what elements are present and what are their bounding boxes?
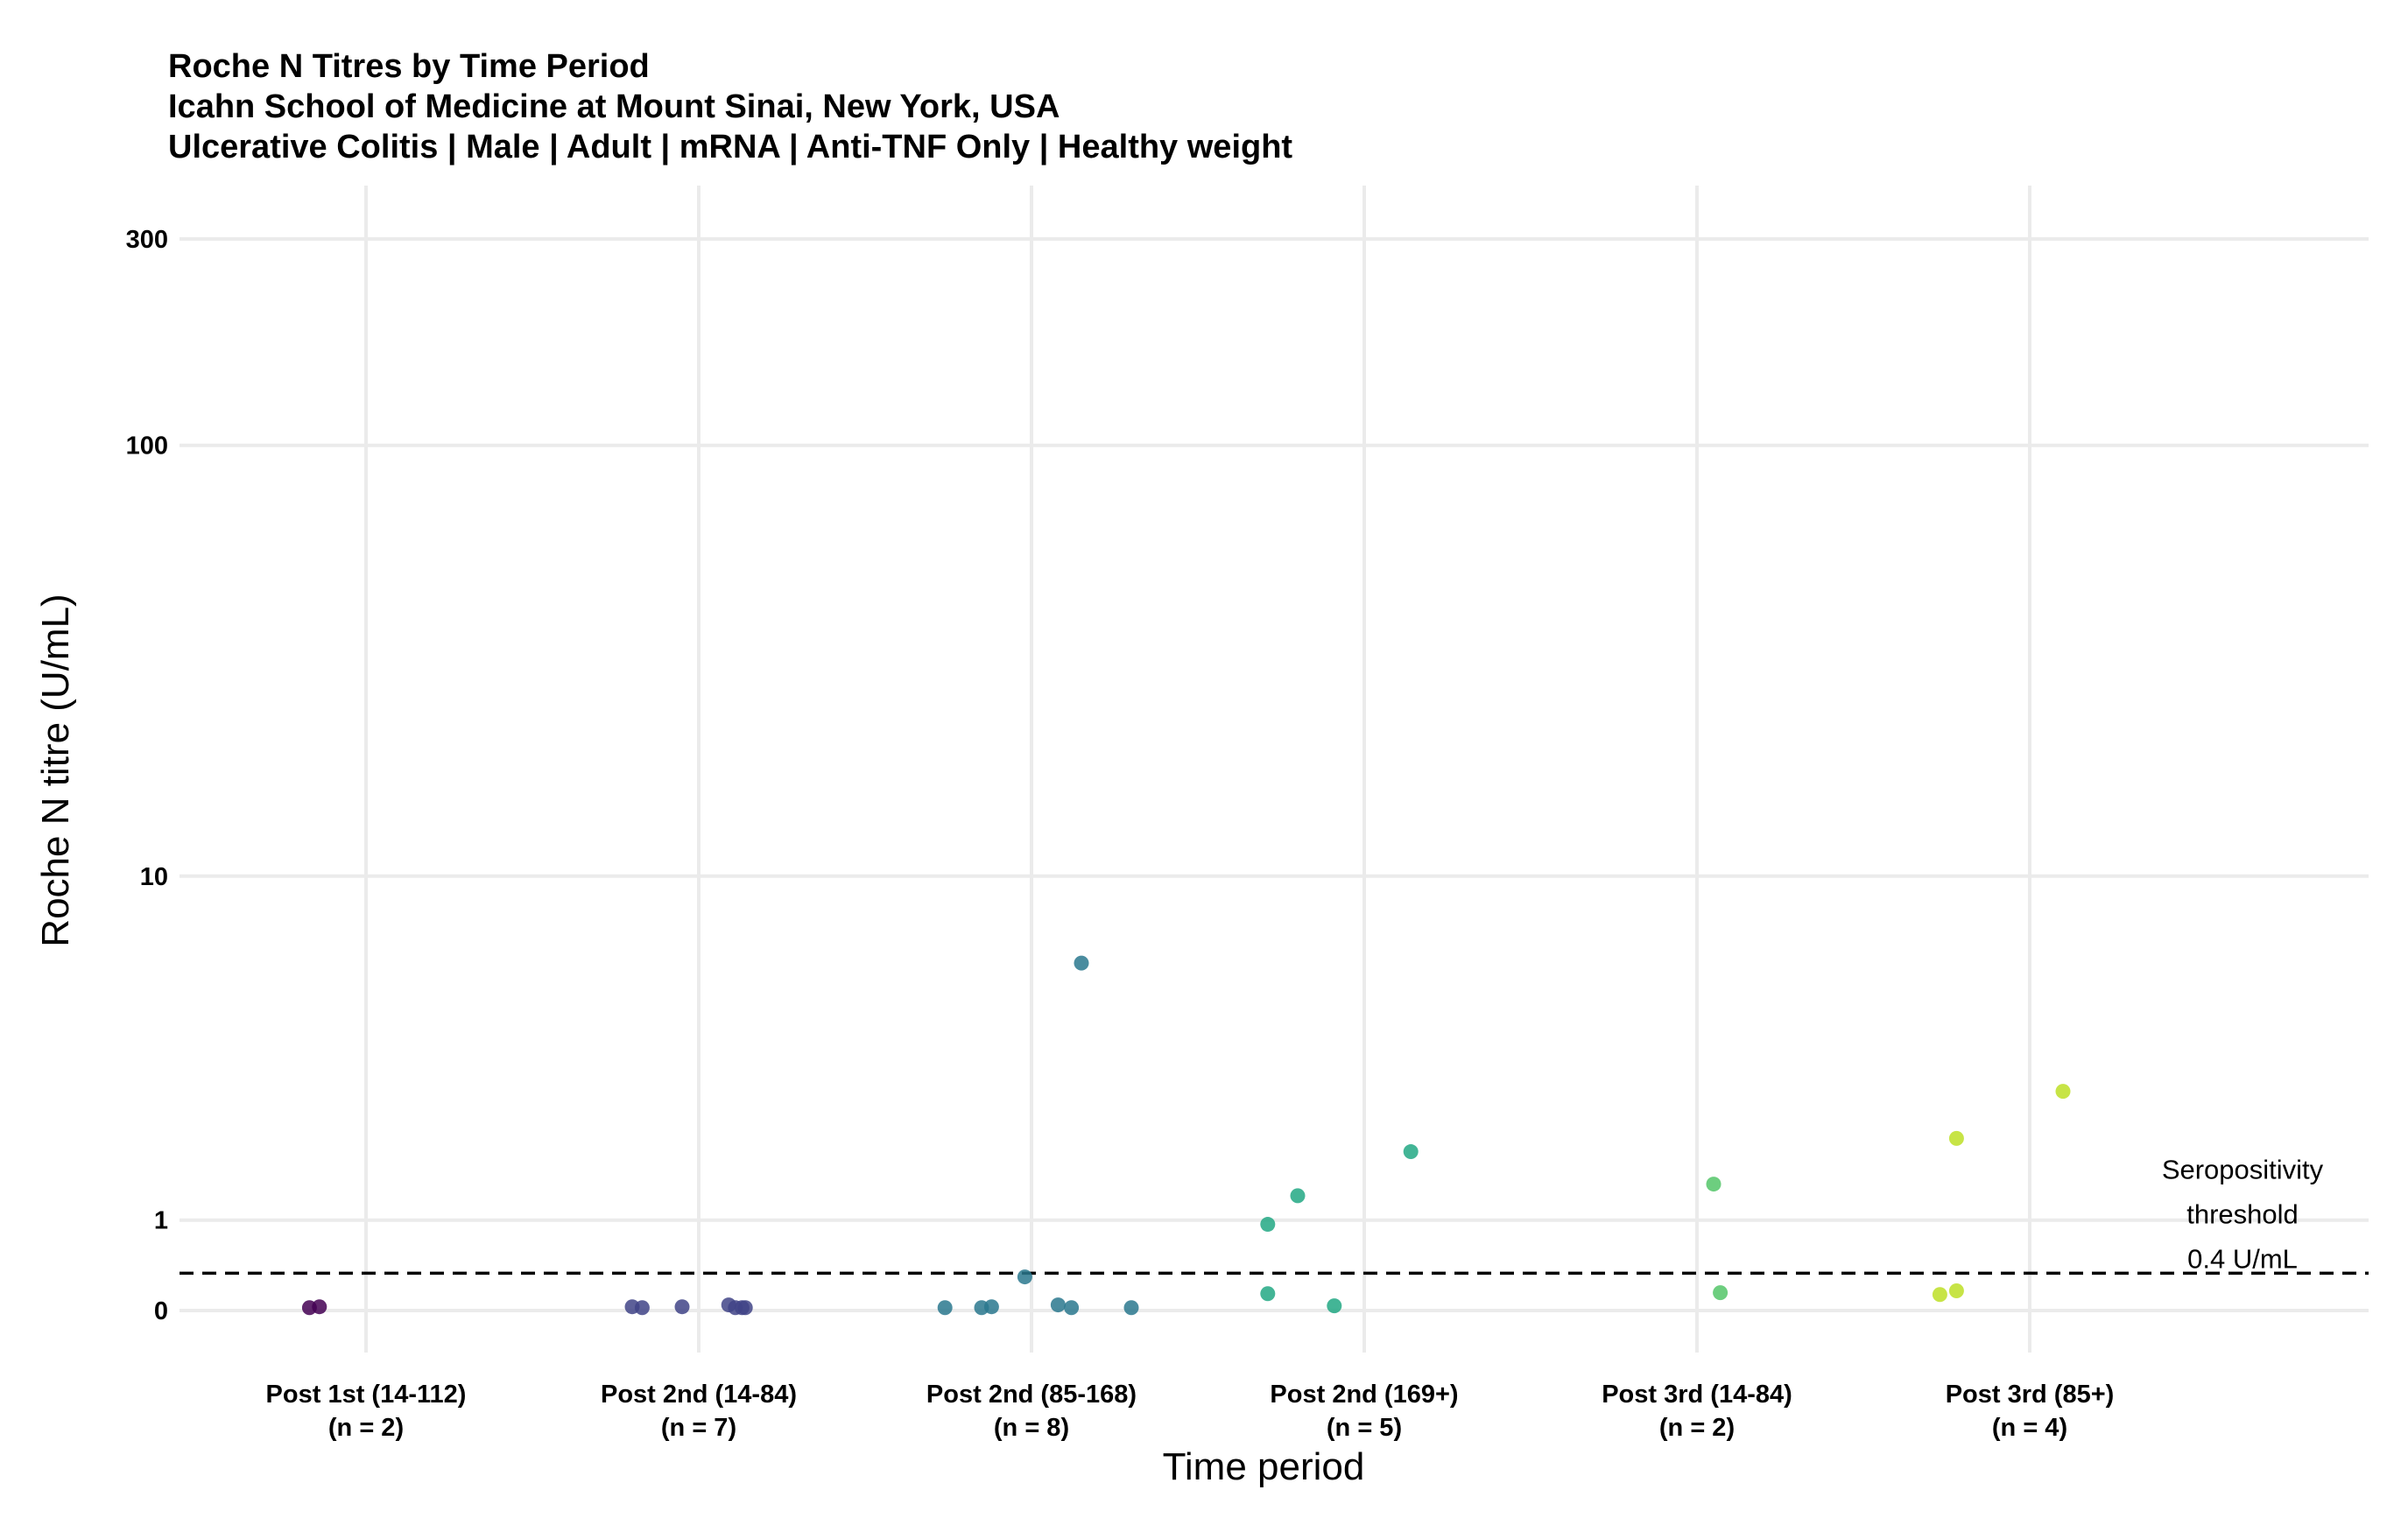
y-tick-label: 300 — [126, 226, 168, 254]
data-point — [1290, 1188, 1306, 1204]
data-point — [1050, 1297, 1066, 1313]
data-point — [1948, 1130, 1964, 1146]
x-tick-label: Post 1st (14-112) — [266, 1381, 467, 1409]
data-point — [2055, 1084, 2071, 1100]
data-point — [1932, 1287, 1947, 1303]
data-point — [1948, 1283, 1964, 1299]
points-layer — [301, 955, 2071, 1316]
grid-layer — [180, 186, 2369, 1353]
data-point — [1260, 1217, 1276, 1233]
data-point — [937, 1300, 953, 1316]
x-tick-label: Post 2nd (85-168) — [926, 1381, 1137, 1409]
y-tick-label: 100 — [126, 432, 168, 460]
data-point — [634, 1300, 650, 1316]
data-point — [1713, 1285, 1729, 1301]
data-point — [983, 1299, 999, 1315]
y-axis-title: Roche N titre (U/mL) — [34, 594, 77, 946]
y-tick-label: 0 — [154, 1297, 168, 1325]
data-point — [737, 1300, 753, 1316]
data-point — [1403, 1144, 1419, 1160]
data-point — [312, 1299, 327, 1315]
x-tick-label: Post 3rd (85+) — [1946, 1381, 2115, 1409]
x-tick-n-label: (n = 5) — [1327, 1414, 1402, 1442]
y-tick-label: 1 — [154, 1207, 168, 1235]
text-layer: 0 1 10 100 300 Post 1st (14-112) (n = 2) Post 2… — [34, 48, 2324, 1488]
data-point — [1123, 1300, 1139, 1316]
data-point — [1064, 1300, 1080, 1316]
data-point — [1706, 1177, 1722, 1192]
chart-title-line: Ulcerative Colitis | Male | Adult | mRNA… — [168, 129, 1292, 165]
data-point — [1074, 955, 1089, 971]
chart-title-line: Roche N Titres by Time Period — [168, 48, 650, 85]
data-point — [1260, 1286, 1276, 1302]
threshold-label: Seropositivity — [2162, 1154, 2324, 1184]
data-point — [1017, 1269, 1032, 1285]
data-point — [674, 1299, 690, 1315]
data-point — [1327, 1298, 1342, 1314]
x-tick-label: Post 2nd (169+) — [1270, 1381, 1458, 1409]
x-tick-n-label: (n = 8) — [994, 1414, 1069, 1442]
x-tick-n-label: (n = 7) — [661, 1414, 736, 1442]
x-tick-n-label: (n = 2) — [328, 1414, 404, 1442]
threshold-label: 0.4 U/mL — [2187, 1243, 2298, 1274]
x-axis-title: Time period — [1163, 1445, 1365, 1488]
chart-title-line: Icahn School of Medicine at Mount Sinai,… — [168, 88, 1060, 125]
x-tick-label: Post 3rd (14-84) — [1602, 1381, 1792, 1409]
x-tick-n-label: (n = 2) — [1659, 1414, 1735, 1442]
threshold-label: threshold — [2186, 1198, 2299, 1229]
x-tick-n-label: (n = 4) — [1992, 1414, 2067, 1442]
x-tick-label: Post 2nd (14-84) — [601, 1381, 797, 1409]
y-tick-label: 10 — [140, 863, 168, 891]
